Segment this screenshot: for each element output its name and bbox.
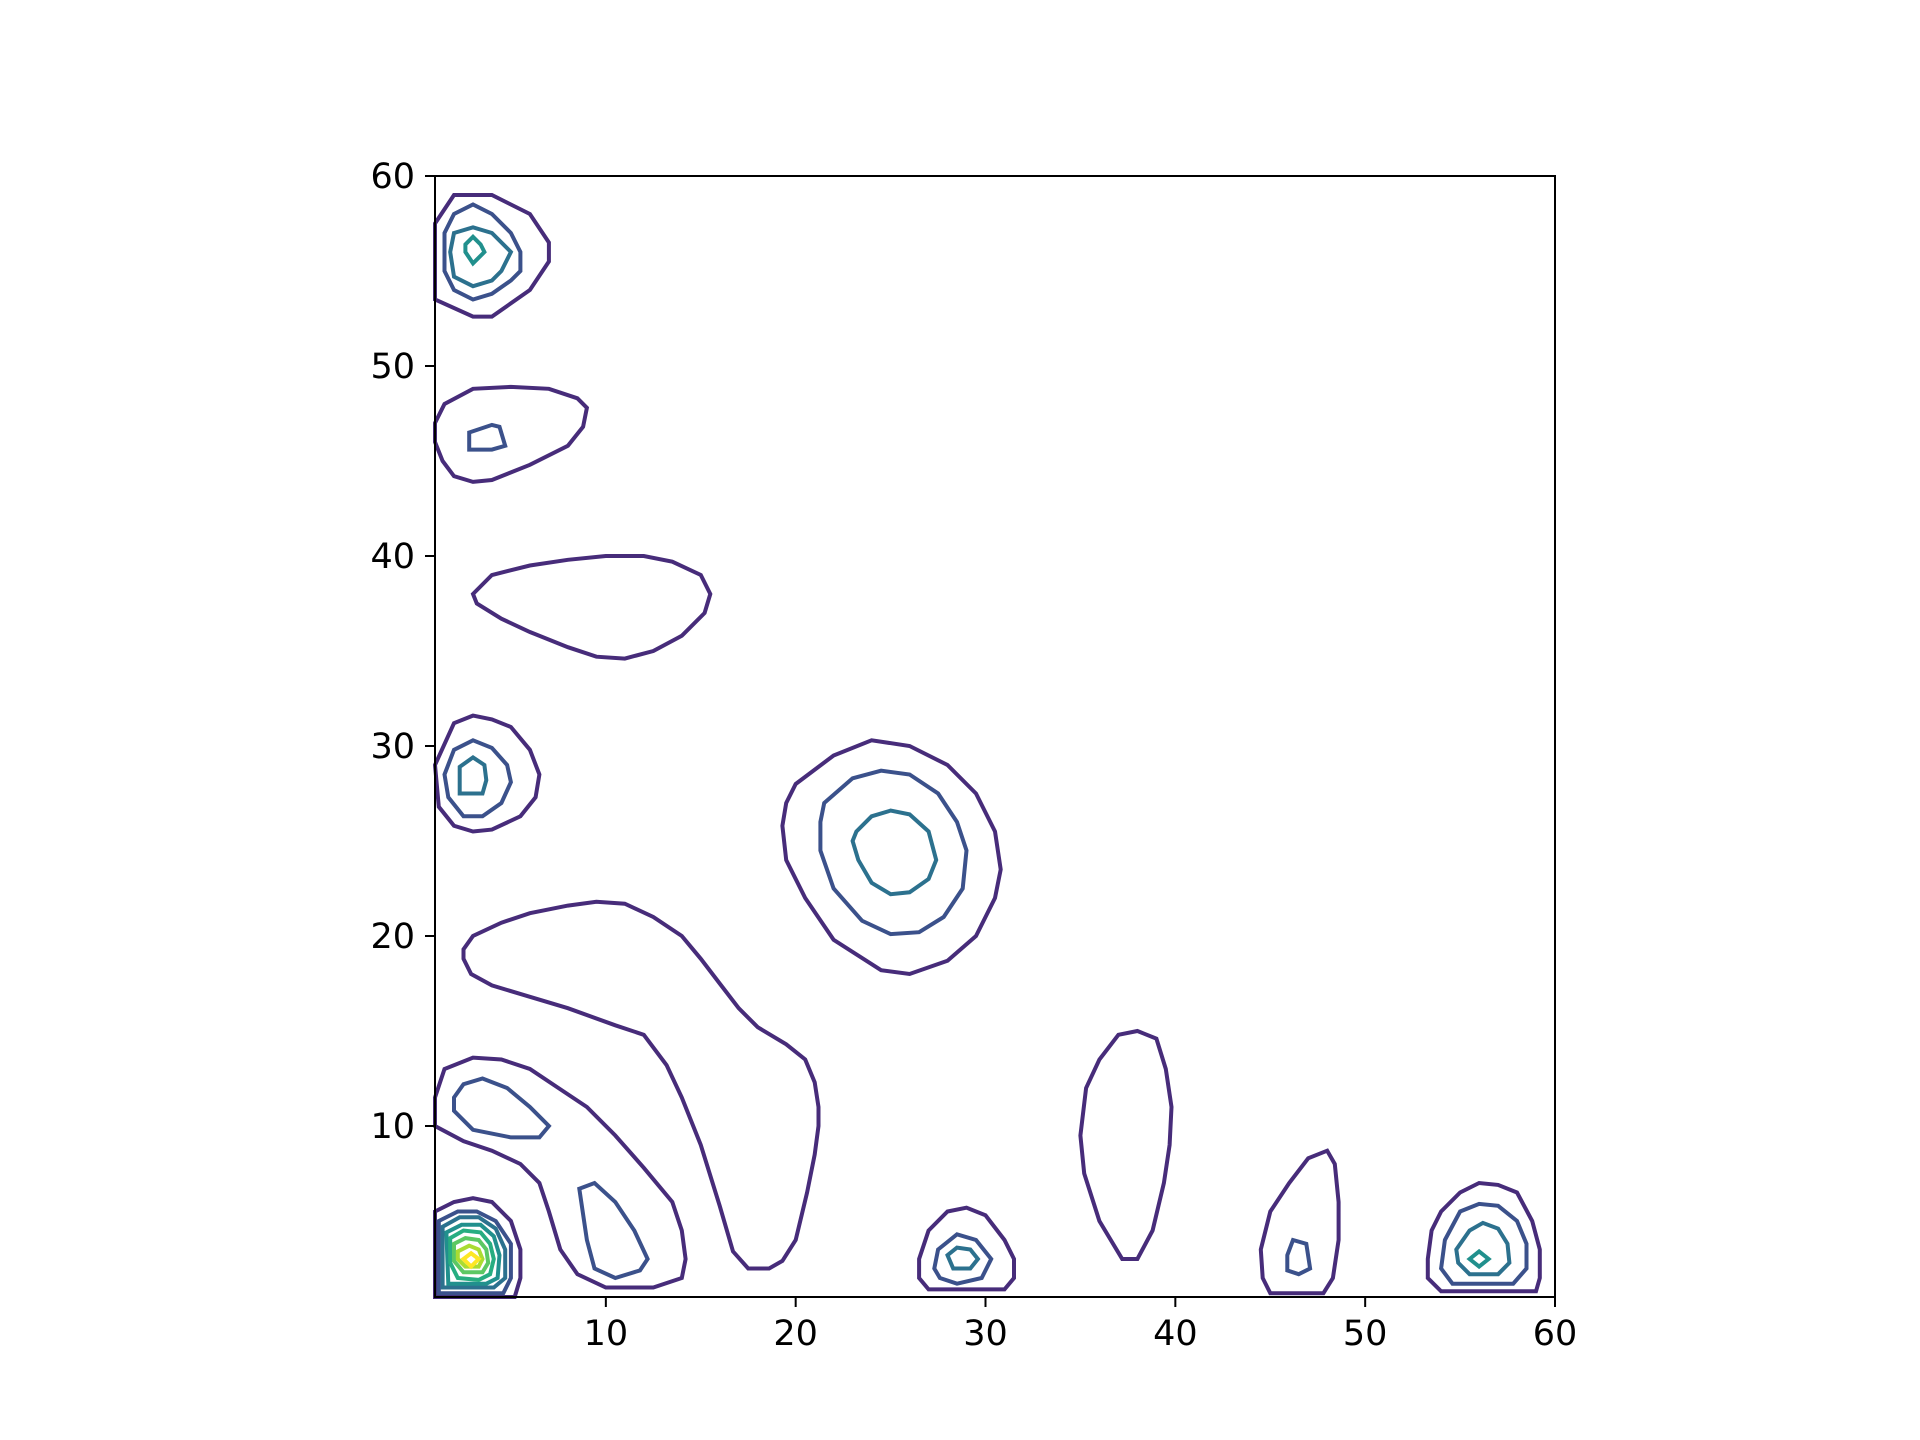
contour-line-21-level-4 bbox=[444, 1222, 502, 1286]
x-tick-label-20: 20 bbox=[773, 1314, 818, 1354]
contour-line-6-level-2 bbox=[467, 422, 508, 452]
x-axis: 10 20 30 40 50 60 bbox=[584, 1297, 1578, 1354]
contour-line-28-level-3 bbox=[945, 1245, 981, 1271]
contour-line-19-level-2 bbox=[436, 1209, 513, 1296]
contour-line-24-level-7 bbox=[455, 1243, 485, 1269]
contour-line-4-level-4 bbox=[463, 233, 487, 267]
x-tick-label-10: 10 bbox=[584, 1314, 629, 1354]
x-tick-label-50: 50 bbox=[1343, 1314, 1388, 1354]
y-tick-label-50: 50 bbox=[370, 347, 415, 387]
contour-line-13-level-3 bbox=[850, 808, 939, 897]
contour-line-26-level-1 bbox=[917, 1205, 1016, 1292]
x-tick-label-40: 40 bbox=[1153, 1314, 1198, 1354]
contour-line-11-level-1 bbox=[780, 738, 1003, 977]
contour-line-30-level-1 bbox=[1258, 1148, 1341, 1296]
plot-frame bbox=[434, 175, 1556, 1298]
contour-line-31-level-2 bbox=[1285, 1237, 1313, 1277]
y-tick-label-40: 40 bbox=[370, 537, 415, 577]
contour-line-35-level-4 bbox=[1466, 1248, 1492, 1270]
contour-line-22-level-5 bbox=[448, 1228, 496, 1282]
contour-line-34-level-3 bbox=[1454, 1220, 1512, 1277]
contour-line-32-level-1 bbox=[1425, 1180, 1542, 1294]
y-tick-label-10: 10 bbox=[370, 1107, 415, 1147]
contour-line-10-level-3 bbox=[457, 754, 489, 796]
contour-line-27-level-2 bbox=[932, 1232, 994, 1286]
contour-line-7-level-1 bbox=[470, 554, 713, 661]
contour-layer bbox=[432, 193, 1542, 1299]
contour-line-2-level-2 bbox=[442, 202, 523, 302]
contour-line-29-level-1 bbox=[1078, 1028, 1174, 1261]
contour-line-23-level-6 bbox=[452, 1236, 491, 1275]
contour-line-16-level-2 bbox=[452, 1076, 552, 1140]
contour-line-14-level-1 bbox=[461, 899, 821, 1271]
y-tick-label-30: 30 bbox=[370, 727, 415, 767]
contour-line-15-level-1 bbox=[433, 1055, 688, 1290]
contour-line-3-level-3 bbox=[448, 225, 514, 289]
contour-line-9-level-2 bbox=[442, 738, 513, 819]
contour-line-33-level-2 bbox=[1439, 1201, 1529, 1286]
contour-line-12-level-2 bbox=[818, 768, 969, 937]
x-tick-label-30: 30 bbox=[963, 1314, 1008, 1354]
contour-line-1-level-1 bbox=[433, 193, 551, 319]
y-tick-label-60: 60 bbox=[370, 157, 415, 197]
y-tick-label-20: 20 bbox=[370, 917, 415, 957]
y-axis: 10 20 30 40 50 60 bbox=[370, 157, 435, 1147]
contour-line-17-level-2 bbox=[577, 1180, 650, 1281]
contour-line-20-level-3 bbox=[440, 1215, 508, 1290]
contour-line-25-level-8 bbox=[460, 1250, 482, 1270]
contour-line-5-level-1 bbox=[433, 384, 590, 484]
contour-line-8-level-1 bbox=[432, 713, 542, 834]
x-tick-label-60: 60 bbox=[1533, 1314, 1578, 1354]
